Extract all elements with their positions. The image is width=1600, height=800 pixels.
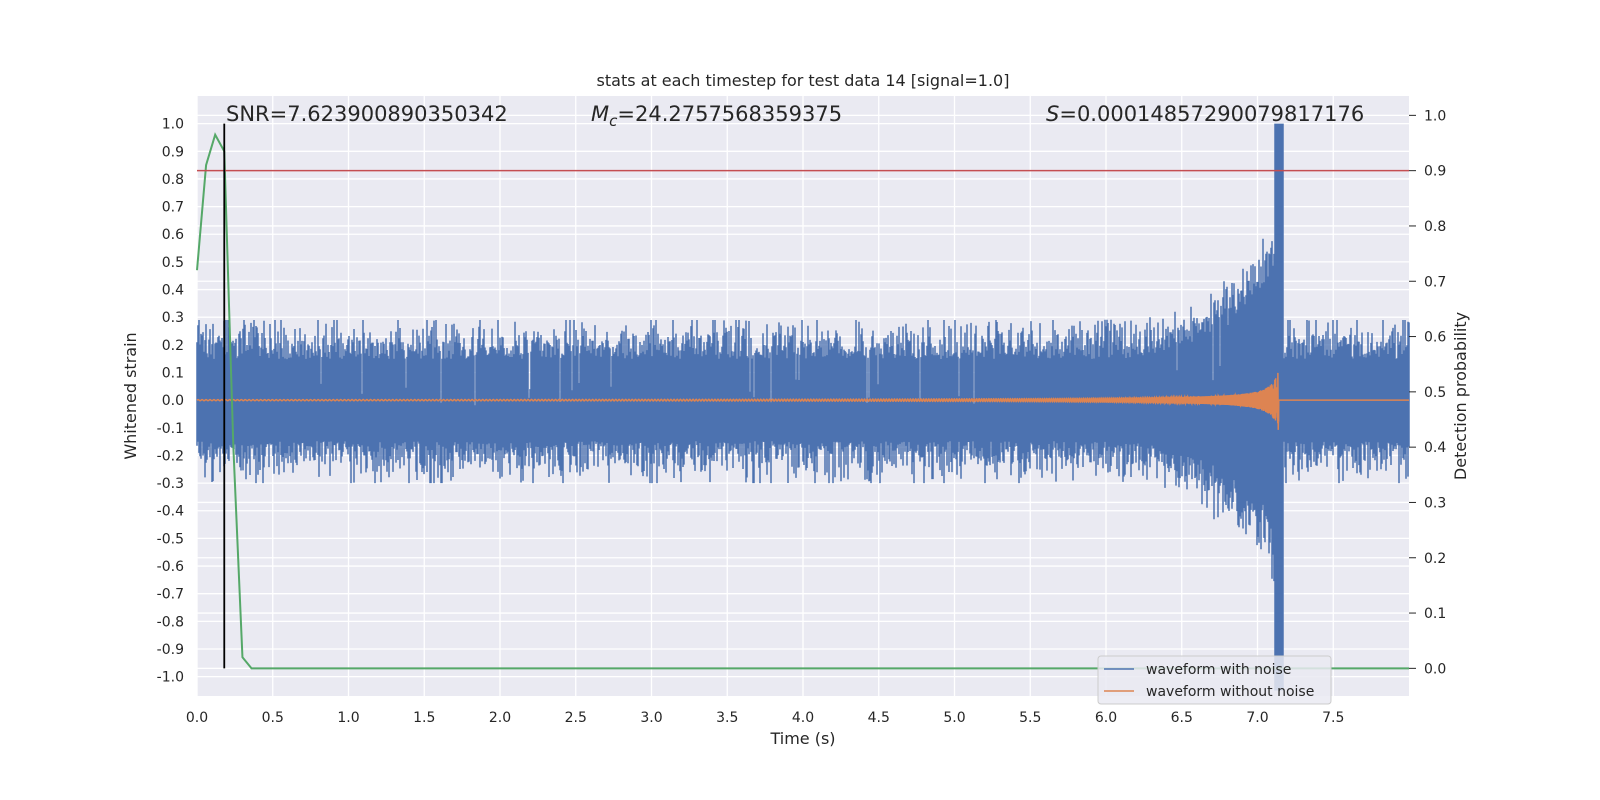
- y-tick-label-left: 0.6: [162, 227, 184, 243]
- chirp-mass-annotation: Mc=24.2757568359375: [591, 102, 842, 130]
- y-tick-label-left: 0.9: [162, 144, 184, 160]
- x-tick-label: 7.0: [1246, 710, 1268, 726]
- y-axis-left-label: Whitened strain: [121, 332, 140, 459]
- legend-label-waveform-with-noise: waveform with noise: [1146, 662, 1291, 678]
- chart-title: stats at each timestep for test data 14 …: [597, 71, 1010, 90]
- y-tick-label-right: 0.7: [1424, 274, 1446, 290]
- s-annotation: S=0.00014857290079817176: [1046, 102, 1364, 126]
- y-tick-label-left: -0.2: [157, 448, 184, 464]
- clean-waveform-line: [196, 372, 1409, 430]
- legend: waveform with noise waveform without noi…: [1097, 655, 1332, 705]
- y-tick-label-left: 0.4: [162, 283, 184, 299]
- y-tick-label-right: 0.6: [1424, 330, 1446, 346]
- x-tick-label: 6.0: [1095, 710, 1117, 726]
- x-tick-label: 4.5: [868, 710, 890, 726]
- y-tick-label-left: 0.1: [162, 365, 184, 381]
- legend-label-waveform-without-noise: waveform without noise: [1146, 684, 1314, 700]
- x-tick-label: 1.0: [337, 710, 359, 726]
- x-tick-label: 1.5: [413, 710, 435, 726]
- y-tick-label-left: 0.7: [162, 200, 184, 216]
- y-tick-label-right: 0.4: [1424, 440, 1446, 456]
- y-tick-label-right: 0.3: [1424, 495, 1446, 511]
- y-tick-label-left: -0.7: [157, 587, 184, 603]
- x-tick-label: 5.5: [1019, 710, 1041, 726]
- y-tick-label-left: 0.8: [162, 172, 184, 188]
- x-tick-label: 4.0: [792, 710, 814, 726]
- y-tick-label-right: 0.8: [1424, 219, 1446, 235]
- reference-lines: [197, 123, 1409, 669]
- snr-annotation: SNR=7.623900890350342: [226, 102, 508, 126]
- x-tick-label: 0.5: [262, 710, 284, 726]
- y-tick-label-left: -0.8: [157, 614, 184, 630]
- x-axis-ticks: 0.0 0.5 1.0 1.5 2.0 2.5 3.0 3.5 4.0 4.5 5.0 5.5 6.0 6…: [186, 710, 1345, 726]
- y-tick-label-left: -0.4: [157, 504, 184, 520]
- chirp-mass-symbol: M: [591, 102, 609, 126]
- y-tick-label-right: 0.5: [1424, 385, 1446, 401]
- x-tick-label: 3.0: [640, 710, 662, 726]
- y-tick-label-left: 0.2: [162, 338, 184, 354]
- y-axis-left-ticks: 1.0 0.9 0.8 0.7 0.6 0.5 0.4 0.3 0.2 0.1 0.0 -0.1 -0.…: [157, 117, 184, 686]
- x-tick-label: 6.5: [1171, 710, 1193, 726]
- chirp-mass-subscript: c: [609, 112, 618, 130]
- legend-box: [1097, 655, 1332, 705]
- series-waveform-without-noise: [196, 372, 1409, 430]
- y-tick-label-right: 0.2: [1424, 551, 1446, 567]
- x-tick-label: 7.5: [1322, 710, 1344, 726]
- y-axis-right-label: Detection probability: [1451, 312, 1470, 480]
- y-tick-label-right: 0.9: [1424, 164, 1446, 180]
- x-tick-label: 2.5: [565, 710, 587, 726]
- y-tick-label-left: -0.3: [157, 476, 184, 492]
- x-tick-label: 0.0: [186, 710, 208, 726]
- y-axis-right-ticks: 1.0 0.9 0.8 0.7 0.6 0.5 0.4 0.3 0.2 0.1 0.0: [1409, 108, 1446, 677]
- y-tick-label-left: -0.1: [157, 421, 184, 437]
- y-tick-label-left: -0.5: [157, 531, 184, 547]
- x-tick-label: 2.0: [489, 710, 511, 726]
- y-tick-label-right: 0.1: [1424, 606, 1446, 622]
- y-tick-label-right: 0.0: [1424, 661, 1446, 677]
- s-symbol: S: [1046, 102, 1059, 126]
- x-tick-label: 5.0: [943, 710, 965, 726]
- x-tick-label: 3.5: [716, 710, 738, 726]
- x-axis-label: Time (s): [769, 729, 835, 748]
- y-tick-label-left: 0.3: [162, 310, 184, 326]
- y-tick-label-left: 1.0: [162, 117, 184, 133]
- series-detection-probability: [196, 132, 1409, 670]
- y-tick-label-right: 1.0: [1424, 108, 1446, 124]
- y-tick-label-left: -1.0: [157, 670, 184, 686]
- probability-line: [196, 132, 1409, 670]
- chirp-mass-value: =24.2757568359375: [617, 102, 842, 126]
- s-value: =0.00014857290079817176: [1059, 102, 1364, 126]
- y-tick-label-left: -0.9: [157, 642, 184, 658]
- y-tick-label-left: -0.6: [157, 559, 184, 575]
- y-tick-label-left: 0.0: [162, 393, 184, 409]
- y-tick-label-left: 0.5: [162, 255, 184, 271]
